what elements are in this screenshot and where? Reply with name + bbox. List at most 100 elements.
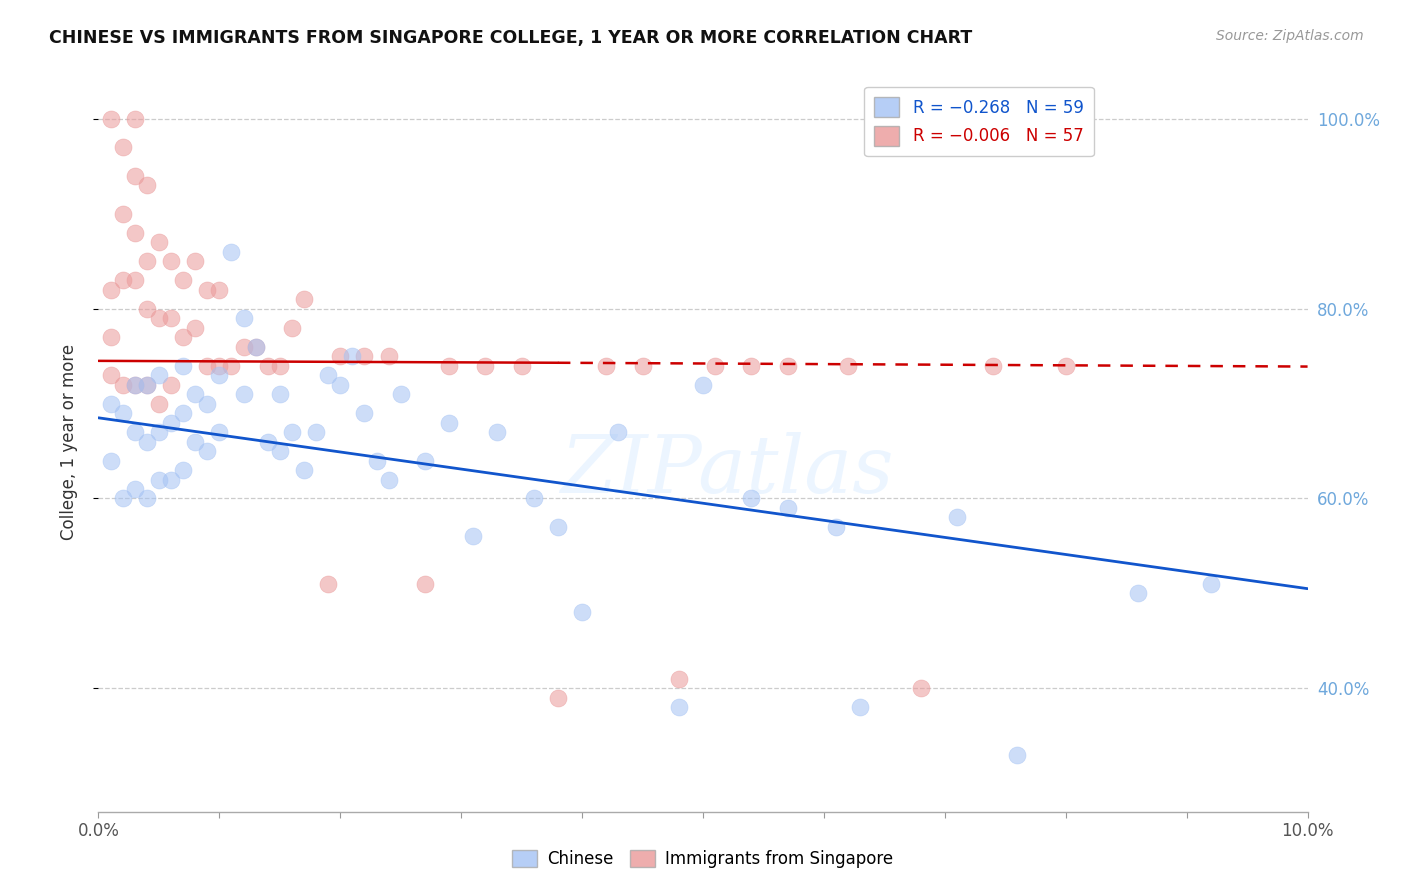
Point (1007, 747, 1029, 762)
Point (281, 425, 304, 439)
Point (342, 349, 364, 363)
Point (510, 359, 533, 373)
Point (269, 387, 291, 401)
Point (135, 377, 157, 392)
Point (353, 349, 375, 363)
Point (221, 359, 243, 373)
Point (1128, 586, 1150, 600)
Point (245, 340, 267, 354)
Point (135, 301, 157, 316)
Point (172, 463, 194, 477)
Point (172, 273, 194, 287)
Point (148, 473, 170, 487)
Point (547, 690, 569, 705)
Point (776, 359, 799, 373)
Point (474, 359, 496, 373)
Point (160, 377, 183, 392)
Point (607, 425, 630, 439)
Point (946, 510, 969, 524)
Point (437, 416, 460, 430)
Point (148, 368, 170, 383)
Point (124, 377, 146, 392)
Point (437, 359, 460, 373)
Point (353, 406, 375, 420)
Point (269, 444, 291, 458)
Point (195, 283, 218, 297)
Point (740, 359, 762, 373)
Point (208, 359, 231, 373)
Text: CHINESE VS IMMIGRANTS FROM SINGAPORE COLLEGE, 1 YEAR OR MORE CORRELATION CHART: CHINESE VS IMMIGRANTS FROM SINGAPORE COL… (49, 29, 973, 46)
Point (195, 359, 218, 373)
Point (111, 273, 134, 287)
Point (704, 359, 727, 373)
Point (389, 387, 412, 401)
Point (329, 349, 352, 363)
Point (111, 207, 134, 221)
Point (184, 387, 207, 401)
Point (547, 520, 569, 534)
Point (135, 254, 157, 268)
Point (1199, 577, 1222, 591)
Point (208, 425, 231, 439)
Point (135, 178, 157, 193)
Point (232, 387, 254, 401)
Point (148, 425, 170, 439)
Legend: Chinese, Immigrants from Singapore: Chinese, Immigrants from Singapore (506, 843, 900, 875)
Point (111, 406, 134, 420)
Point (160, 311, 183, 326)
Point (281, 320, 304, 334)
Point (124, 482, 146, 496)
Point (292, 463, 315, 477)
Point (837, 359, 859, 373)
Point (135, 377, 157, 392)
Point (668, 672, 690, 686)
Point (184, 254, 207, 268)
Point (111, 377, 134, 392)
Point (692, 377, 714, 392)
Point (571, 606, 593, 620)
Point (184, 434, 207, 449)
Point (100, 283, 122, 297)
Point (124, 273, 146, 287)
Point (256, 434, 278, 449)
Point (366, 453, 388, 467)
Point (111, 140, 134, 154)
Point (124, 169, 146, 183)
Point (1054, 359, 1077, 373)
Point (100, 396, 122, 410)
Point (486, 425, 509, 439)
Point (148, 311, 170, 326)
Point (160, 416, 183, 430)
Point (148, 396, 170, 410)
Point (195, 444, 218, 458)
Point (256, 359, 278, 373)
Point (160, 473, 183, 487)
Point (595, 359, 617, 373)
Point (377, 349, 399, 363)
Y-axis label: College, 1 year or more: College, 1 year or more (59, 343, 77, 540)
Point (413, 453, 436, 467)
Point (172, 330, 194, 344)
Point (292, 292, 315, 306)
Point (825, 520, 848, 534)
Point (135, 491, 157, 506)
Point (523, 491, 546, 506)
Point (245, 340, 267, 354)
Text: ZIPatlas: ZIPatlas (561, 433, 894, 510)
Point (631, 359, 654, 373)
Point (124, 226, 146, 240)
Point (232, 340, 254, 354)
Point (148, 235, 170, 250)
Text: Source: ZipAtlas.com: Source: ZipAtlas.com (1216, 29, 1364, 43)
Point (100, 112, 122, 126)
Point (668, 700, 690, 714)
Point (172, 406, 194, 420)
Point (100, 453, 122, 467)
Point (463, 529, 485, 543)
Point (981, 359, 1004, 373)
Point (160, 254, 183, 268)
Point (910, 681, 932, 696)
Point (135, 434, 157, 449)
Point (329, 377, 352, 392)
Point (124, 112, 146, 126)
